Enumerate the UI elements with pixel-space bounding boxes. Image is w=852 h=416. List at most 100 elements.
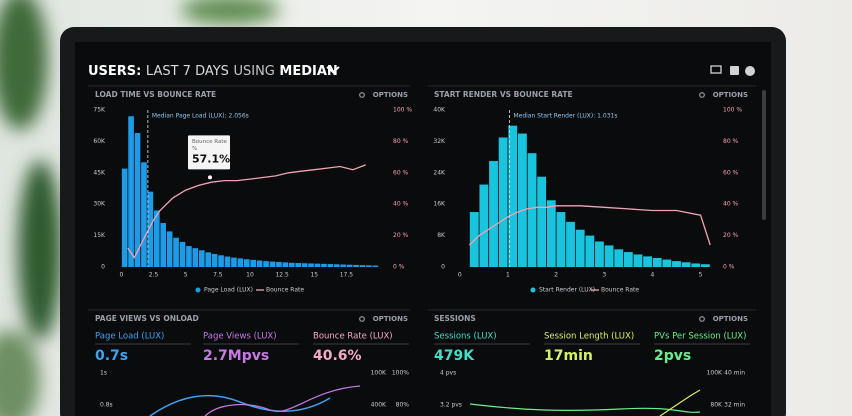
histogram-bar: [359, 265, 366, 267]
metric-value: 0.7s: [95, 348, 128, 364]
options-icon: [699, 92, 705, 98]
median-label: Median Page Load (LUX): 2.056s: [152, 113, 249, 120]
y-tick-label: 100%: [392, 370, 409, 377]
histogram-bar: [479, 184, 489, 267]
line-series: [127, 164, 366, 259]
histogram-bar: [489, 161, 498, 267]
histogram-bar: [192, 248, 199, 267]
histogram-bar: [288, 262, 295, 267]
histogram-bar: [566, 221, 575, 267]
options-button[interactable]: OPTIONS: [373, 315, 408, 323]
options-button[interactable]: OPTIONS: [713, 91, 748, 99]
histogram-bar: [173, 237, 179, 267]
curve: [469, 403, 701, 413]
y2-tick-label: 40 %: [393, 201, 409, 208]
y2-tick-label: 80 %: [393, 138, 409, 145]
histogram-bar: [237, 258, 244, 267]
y2-tick-label: 20 %: [723, 232, 739, 239]
x-tick-label: 10: [246, 272, 254, 279]
y-tick-label: 40K: [433, 107, 446, 114]
histogram-bar: [179, 241, 186, 267]
metric-value: 2.7Mpvs: [203, 348, 269, 364]
histogram-bar: [186, 246, 192, 267]
y2-tick-label: 60 %: [393, 169, 409, 176]
x-tick-label: 15: [310, 272, 318, 279]
histogram-bar: [652, 257, 662, 267]
y-tick-label: 24K: [433, 169, 446, 176]
legend-label: Start Render (LUX): [539, 287, 595, 294]
dropdown-chevron[interactable]: [326, 66, 340, 74]
monitor-icon[interactable]: [710, 65, 722, 74]
tooltip-box: [188, 135, 230, 170]
dashboard-title[interactable]: USERS: LAST 7 DAYS USING MEDIAN: [88, 64, 338, 79]
histogram-bar: [537, 176, 547, 267]
legend-label: Page Load (LUX): [204, 287, 253, 294]
metric-label: Page Views (LUX): [203, 332, 277, 342]
curve: [149, 394, 331, 416]
x-tick-label: 7.5: [213, 272, 223, 279]
metric-value: 17min: [544, 348, 593, 364]
y-tick-label: 75K: [93, 107, 106, 114]
y-tick-label: 15K: [93, 232, 106, 239]
tooltip-unit: %: [192, 146, 197, 152]
histogram-bar: [308, 263, 314, 267]
options-button[interactable]: OPTIONS: [373, 91, 408, 99]
histogram-bar: [198, 250, 205, 267]
histogram-bar: [527, 153, 537, 267]
histogram-bar: [121, 168, 128, 267]
histogram-bar: [546, 200, 556, 267]
histogram-bar: [141, 162, 147, 267]
histogram-bar: [517, 133, 527, 267]
tooltip-value: 57.1%: [192, 152, 230, 165]
metric-label: Page Load (LUX): [95, 332, 164, 342]
histogram-bar: [595, 241, 604, 267]
x-tick-label: 2: [554, 272, 558, 279]
histogram-bar: [633, 254, 643, 267]
histogram-bar: [614, 249, 624, 267]
y-tick-label: 80%: [396, 402, 410, 409]
histogram-bar: [340, 264, 347, 267]
scrollbar[interactable]: [762, 90, 766, 220]
histogram-bar: [333, 264, 340, 267]
histogram-bar: [301, 263, 308, 267]
y2-tick-label: 100 %: [723, 107, 742, 114]
y-tick-label: 32K: [433, 138, 446, 145]
histogram-bar: [276, 261, 282, 267]
y-tick-label: 16K: [433, 201, 446, 208]
y-tick-label: 100K: [371, 370, 387, 377]
options-button[interactable]: OPTIONS: [713, 315, 748, 323]
y-tick-label: 4 pvs: [440, 370, 456, 377]
histogram-bar: [366, 265, 372, 267]
histogram-bar: [672, 261, 681, 267]
export-icon[interactable]: [730, 66, 739, 75]
plant-blur: [0, 0, 280, 416]
x-tick-label: 12.5: [275, 272, 289, 279]
histogram-bar: [585, 235, 595, 267]
panel-title: PAGE VIEWS VS ONLOAD: [95, 314, 199, 323]
histogram-bar: [643, 256, 653, 267]
y-tick-label: 60K: [93, 138, 106, 145]
histogram-bar: [604, 245, 614, 267]
curve: [204, 385, 361, 416]
curve: [659, 389, 701, 416]
histogram-bar: [218, 255, 224, 267]
panel-title: LOAD TIME VS BOUNCE RATE: [95, 90, 216, 99]
help-icon[interactable]: [745, 66, 755, 76]
metric-label: PVs Per Session (LUX): [654, 332, 746, 342]
histogram-bar: [556, 212, 566, 267]
y2-tick-label: 100 %: [393, 107, 412, 114]
tooltip-point: [208, 175, 212, 180]
histogram-bar: [700, 264, 710, 267]
y-tick-label: 0: [101, 264, 105, 271]
histogram-bar: [498, 137, 508, 267]
metric-label: Session Length (LUX): [544, 332, 634, 342]
legend-label: Bounce Rate: [601, 287, 639, 294]
y2-tick-label: 40 %: [723, 201, 739, 208]
x-tick-label: 5: [699, 272, 703, 279]
y2-tick-label: 20 %: [393, 232, 409, 239]
histogram-bar: [353, 264, 359, 267]
histogram-bar: [327, 264, 334, 267]
histogram-bar: [134, 133, 141, 267]
